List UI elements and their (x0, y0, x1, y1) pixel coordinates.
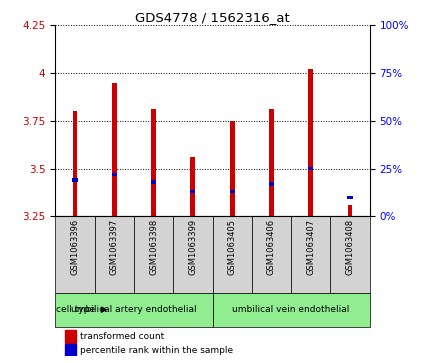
FancyBboxPatch shape (331, 216, 370, 293)
Text: GSM1063405: GSM1063405 (228, 219, 237, 275)
Bar (348, 205, 352, 216)
Bar (309, 69, 313, 216)
Text: GSM1063407: GSM1063407 (306, 219, 315, 275)
Bar (151, 180, 156, 184)
Bar (73, 111, 77, 216)
FancyBboxPatch shape (291, 216, 331, 293)
Text: GSM1063398: GSM1063398 (149, 219, 158, 275)
FancyBboxPatch shape (55, 293, 212, 327)
Text: GSM1063396: GSM1063396 (71, 219, 79, 275)
Bar (112, 173, 117, 176)
Text: GSM1063408: GSM1063408 (346, 219, 354, 275)
Text: GSM1063399: GSM1063399 (188, 219, 197, 275)
Bar (348, 196, 353, 199)
Bar (112, 83, 116, 216)
Bar (269, 109, 274, 216)
Text: cell type  ▶: cell type ▶ (56, 305, 108, 314)
Bar (65, 330, 76, 343)
FancyBboxPatch shape (55, 216, 94, 293)
Bar (72, 178, 77, 182)
FancyBboxPatch shape (94, 216, 134, 293)
Text: umbilical artery endothelial: umbilical artery endothelial (71, 305, 197, 314)
Title: GDS4778 / 1562316_at: GDS4778 / 1562316_at (135, 11, 290, 24)
FancyBboxPatch shape (134, 216, 173, 293)
Text: transformed count: transformed count (80, 332, 164, 341)
FancyBboxPatch shape (252, 216, 291, 293)
FancyBboxPatch shape (212, 293, 370, 327)
Text: umbilical vein endothelial: umbilical vein endothelial (232, 305, 350, 314)
FancyBboxPatch shape (212, 216, 252, 293)
Text: GSM1063406: GSM1063406 (267, 219, 276, 275)
Text: GSM1063397: GSM1063397 (110, 219, 119, 275)
FancyBboxPatch shape (173, 216, 212, 293)
Bar (151, 109, 156, 216)
Bar (190, 157, 195, 216)
Bar (269, 182, 274, 185)
Text: percentile rank within the sample: percentile rank within the sample (80, 346, 233, 355)
Bar (190, 190, 196, 193)
Bar (308, 167, 313, 170)
Bar (230, 121, 235, 216)
Bar (230, 190, 235, 193)
Bar (65, 344, 76, 357)
